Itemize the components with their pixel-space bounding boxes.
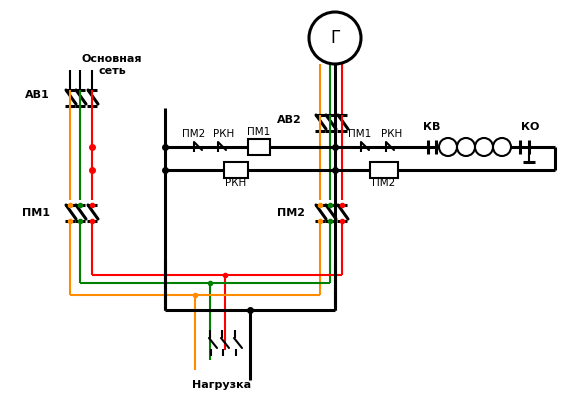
Text: Г: Г — [330, 29, 340, 47]
Circle shape — [475, 138, 493, 156]
Text: ПМ1: ПМ1 — [348, 129, 372, 139]
Bar — [224, 162, 248, 178]
Text: РКН: РКН — [226, 178, 247, 188]
Text: КО: КО — [521, 122, 539, 132]
Text: АВ1: АВ1 — [25, 90, 50, 100]
Text: РКН: РКН — [214, 129, 235, 139]
Text: ПМ1: ПМ1 — [22, 208, 50, 218]
Text: КВ: КВ — [423, 122, 441, 132]
Circle shape — [493, 138, 511, 156]
Text: ПМ2: ПМ2 — [277, 208, 305, 218]
Text: ПМ2: ПМ2 — [372, 178, 396, 188]
Text: Основная
сеть: Основная сеть — [82, 54, 142, 76]
Bar — [370, 162, 398, 178]
Text: Нагрузка: Нагрузка — [192, 380, 252, 390]
Text: ПМ2: ПМ2 — [182, 129, 206, 139]
Circle shape — [309, 12, 361, 64]
Circle shape — [439, 138, 457, 156]
Text: АВ2: АВ2 — [278, 115, 302, 125]
Circle shape — [457, 138, 475, 156]
Text: РКН: РКН — [381, 129, 403, 139]
Text: ПМ1: ПМ1 — [247, 127, 271, 137]
Bar — [248, 139, 270, 155]
